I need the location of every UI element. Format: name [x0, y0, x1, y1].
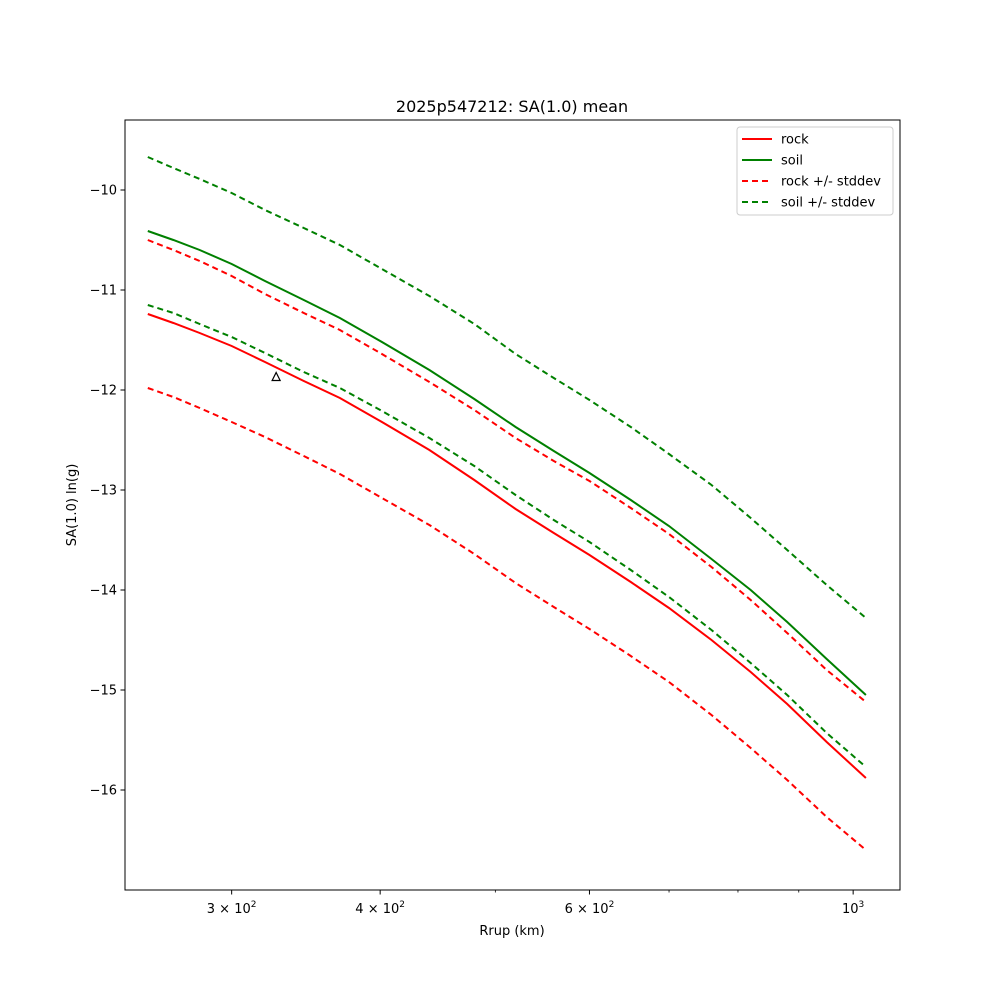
legend-label: rock — [781, 133, 809, 148]
legend-label: rock +/- stddev — [781, 175, 881, 190]
chart-title: 2025p547212: SA(1.0) mean — [396, 97, 628, 116]
y-axis-label: SA(1.0) ln(g) — [65, 464, 80, 547]
x-axis-label: Rrup (km) — [479, 924, 544, 939]
y-tick-label: −13 — [90, 484, 117, 499]
series-line-band-5 — [147, 304, 867, 768]
y-tick-label: −12 — [90, 384, 117, 399]
plot-markers-group — [271, 371, 282, 382]
series-line-rock-0 — [147, 313, 867, 779]
series-line-soil-1 — [147, 230, 867, 696]
legend-box — [736, 126, 894, 216]
x-tick-label: 6 × 102 — [565, 900, 615, 917]
x-tick-label: 4 × 102 — [355, 900, 405, 917]
plot-series-group — [147, 156, 867, 851]
observation-marker — [271, 371, 282, 382]
x-tick-label: 103 — [842, 900, 864, 917]
series-line-band-3 — [147, 387, 867, 851]
plot-frame — [124, 119, 901, 891]
legend: rock soil rock +/- stddev soil +/- stddev — [736, 126, 894, 216]
y-tick-label: −14 — [90, 584, 117, 599]
x-axis: 3 × 102 4 × 102 6 × 102 103 — [207, 890, 864, 917]
legend-label: soil — [781, 154, 803, 169]
x-tick-label: 3 × 102 — [207, 900, 257, 917]
series-line-rock-stddev-2 — [147, 239, 867, 703]
series-line-soil-stddev-4 — [147, 156, 867, 619]
legend-label: soil +/- stddev — [781, 196, 876, 211]
y-axis: −10 −11 −12 −13 −14 −15 −16 — [90, 184, 125, 799]
y-tick-label: −15 — [90, 684, 117, 699]
y-tick-label: −11 — [90, 284, 117, 299]
y-tick-label: −10 — [90, 184, 117, 199]
y-tick-label: −16 — [90, 784, 117, 799]
